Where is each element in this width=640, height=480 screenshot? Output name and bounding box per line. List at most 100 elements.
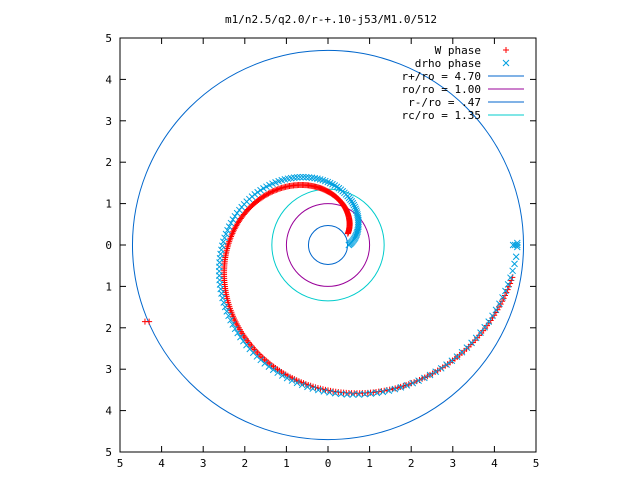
point-1 [502,287,509,295]
point-1 [227,316,234,324]
point-1 [409,379,417,387]
point-0 [233,222,240,229]
point-1 [350,201,358,209]
point-1 [223,308,231,315]
point-1 [509,241,517,249]
point-1 [472,334,480,342]
point-0 [266,189,273,196]
point-0 [319,386,326,393]
x-tick-label: 5 [533,457,540,470]
point-0 [405,381,412,388]
point-1 [513,243,521,251]
point-1 [293,379,301,387]
point-1 [354,211,361,218]
point-1 [343,390,351,398]
point-1 [415,377,422,385]
point-1 [257,186,264,194]
point-1 [355,391,363,398]
circle-5 [271,188,385,302]
legend-swatch-0 [503,47,509,53]
legend-label-2: r+/ro = 4.70 [402,70,481,83]
point-1 [496,300,503,308]
point-1 [227,219,235,227]
point-1 [314,386,322,394]
point-1 [225,223,233,230]
point-1 [511,260,518,268]
point-0 [270,187,277,194]
legend-label-0: W phase [435,44,481,57]
point-1 [304,383,311,391]
point-1 [260,185,267,192]
y-tick-label: 3 [105,115,112,128]
y-tick-label: 4 [105,405,112,418]
point-1 [235,206,243,214]
point-1 [278,372,286,379]
x-tick-label: 2 [408,457,415,470]
point-1 [302,173,310,181]
phase-points [141,173,521,398]
y-tick-label: 5 [105,32,112,45]
point-1 [261,359,269,367]
point-1 [218,290,225,297]
x-tick-label: 4 [158,457,165,470]
point-1 [351,203,359,211]
point-1 [296,173,304,181]
y-tick-label: 3 [105,363,112,376]
y-tick-label: 1 [105,198,112,211]
point-1 [229,321,237,328]
point-1 [326,389,333,396]
point-1 [477,329,484,336]
point-1 [352,207,360,215]
point-0 [272,187,279,194]
point-1 [509,267,516,275]
point-1 [320,387,328,395]
y-tick-label: 4 [105,73,112,86]
point-1 [237,333,244,341]
point-1 [361,390,369,398]
point-0 [400,383,407,390]
point-1 [231,212,239,220]
point-1 [218,242,226,250]
point-1 [305,174,313,181]
circle-3 [285,203,371,287]
legend-label-4: r-/ro = .47 [408,96,481,109]
point-1 [288,377,296,384]
point-1 [240,337,247,345]
point-1 [492,306,500,314]
x-tick-label: 1 [283,457,290,470]
point-1 [352,205,359,213]
point-1 [403,382,411,389]
point-1 [379,388,387,396]
point-1 [373,389,381,397]
legend-label-1: drho phase [415,57,481,70]
point-1 [385,387,393,394]
chart-title: m1/n2.5/q2.0/r-+.10-j53/M1.0/512 [225,13,437,26]
point-1 [485,318,493,325]
legend-swatch-1 [502,59,510,67]
point-0 [274,186,281,193]
point-1 [391,385,399,393]
circle-2 [131,49,525,441]
x-tick-label: 4 [491,457,498,470]
y-tick-label: 1 [105,280,112,293]
y-tick-label: 0 [105,239,112,252]
point-1 [222,230,230,238]
point-1 [308,174,316,182]
point-1 [437,364,445,372]
x-tick-label: 3 [449,457,456,470]
point-1 [504,281,512,288]
point-1 [426,371,434,379]
point-0 [268,189,275,196]
y-tick-label: 5 [105,446,112,459]
point-1 [349,391,357,398]
point-1 [220,299,228,306]
circle-4 [307,225,349,265]
point-1 [269,366,277,374]
point-1 [234,329,242,337]
point-1 [224,226,231,234]
point-0 [505,283,512,290]
y-tick-label: 2 [105,322,112,335]
